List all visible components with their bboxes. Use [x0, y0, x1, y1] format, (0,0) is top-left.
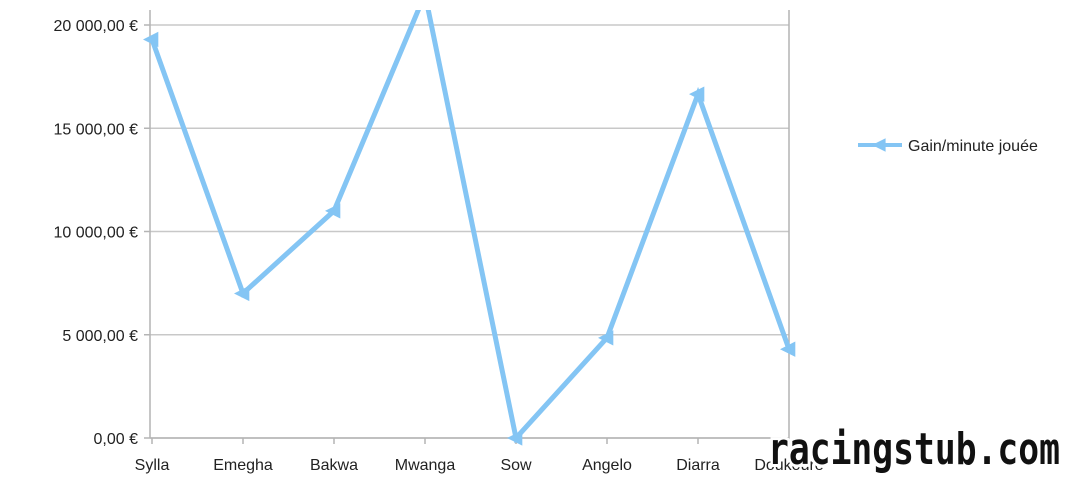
- legend-label: Gain/minute jouée: [908, 138, 1038, 155]
- x-tick-label: Bakwa: [310, 457, 358, 474]
- data-point-marker: [234, 285, 250, 302]
- series-line: [149, 10, 792, 444]
- data-point-marker: [598, 330, 614, 346]
- y-tick-label: 15 000,00 €: [53, 121, 138, 138]
- axes: [144, 10, 790, 444]
- legend-swatch-marker: [872, 138, 886, 152]
- watermark-text: racingstub.com: [768, 424, 1060, 475]
- x-tick-label: Sow: [500, 457, 532, 474]
- x-tick-label: Emegha: [213, 457, 273, 474]
- x-tick-label: Sylla: [135, 457, 170, 474]
- data-point-marker: [143, 31, 159, 48]
- data-point-marker: [325, 203, 341, 219]
- y-tick-label: 0,00 €: [94, 431, 139, 448]
- x-tick-label: Angelo: [582, 457, 632, 474]
- grid-lines: [150, 24, 789, 439]
- x-tick-label: Diarra: [676, 457, 720, 474]
- y-tick-label: 20 000,00 €: [53, 18, 138, 35]
- x-tick-label: Doukouré: [754, 457, 823, 474]
- data-point-marker: [416, 0, 431, 2]
- y-tick-label: 5 000,00 €: [62, 328, 138, 345]
- legend: Gain/minute jouée: [858, 138, 1038, 155]
- y-axis-tick-labels: 0,00 € 5 000,00 € 10 000,00 € 15 000,00 € 20…: [53, 18, 138, 448]
- series-markers: [143, 0, 796, 446]
- x-axis-tick-labels: Sylla Emegha Bakwa Mwanga Sow Angelo Diarra Dou…: [135, 457, 824, 474]
- series-lines: [149, 10, 792, 444]
- data-point-marker: [507, 430, 523, 446]
- x-tick-label: Mwanga: [395, 457, 456, 474]
- y-tick-label: 10 000,00 €: [53, 225, 138, 242]
- data-point-marker: [780, 341, 796, 357]
- data-point-marker: [689, 86, 705, 102]
